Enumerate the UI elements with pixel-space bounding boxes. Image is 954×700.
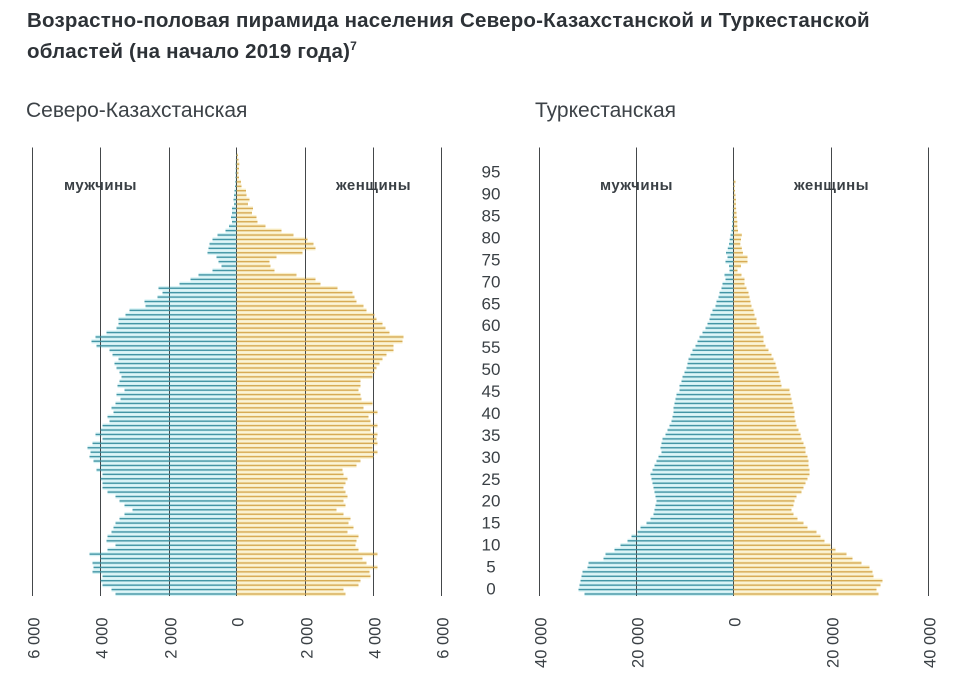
- svg-text:0: 0: [727, 618, 745, 627]
- svg-text:30: 30: [482, 448, 501, 467]
- svg-text:40 000: 40 000: [922, 618, 940, 668]
- svg-text:15: 15: [482, 514, 501, 533]
- svg-text:40 000: 40 000: [533, 618, 551, 668]
- svg-text:20: 20: [482, 492, 501, 511]
- svg-text:55: 55: [482, 338, 501, 357]
- svg-text:20 000: 20 000: [630, 618, 648, 668]
- svg-text:5: 5: [486, 558, 495, 577]
- svg-text:35: 35: [482, 426, 501, 445]
- svg-text:10: 10: [482, 536, 501, 555]
- svg-text:70: 70: [482, 272, 501, 291]
- svg-text:65: 65: [482, 294, 501, 313]
- svg-text:90: 90: [482, 185, 501, 204]
- svg-text:6 000: 6 000: [435, 618, 453, 659]
- svg-text:мужчины: мужчины: [600, 177, 673, 194]
- svg-text:мужчины: мужчины: [64, 177, 137, 194]
- svg-text:0: 0: [230, 618, 248, 627]
- svg-text:женщины: женщины: [793, 177, 869, 194]
- svg-text:0: 0: [486, 579, 495, 598]
- svg-text:80: 80: [482, 229, 501, 248]
- svg-text:20 000: 20 000: [825, 618, 843, 668]
- svg-text:25: 25: [482, 470, 501, 489]
- svg-text:40: 40: [482, 404, 501, 423]
- svg-text:2 000: 2 000: [163, 618, 181, 659]
- svg-text:2 000: 2 000: [299, 618, 317, 659]
- svg-text:60: 60: [482, 316, 501, 335]
- svg-text:45: 45: [482, 382, 501, 401]
- svg-text:75: 75: [482, 250, 501, 269]
- svg-text:85: 85: [482, 207, 501, 226]
- svg-text:95: 95: [482, 163, 501, 182]
- svg-text:4 000: 4 000: [367, 618, 385, 659]
- svg-text:6 000: 6 000: [26, 618, 44, 659]
- svg-text:4 000: 4 000: [94, 618, 112, 659]
- svg-text:50: 50: [482, 360, 501, 379]
- svg-text:женщины: женщины: [335, 177, 411, 194]
